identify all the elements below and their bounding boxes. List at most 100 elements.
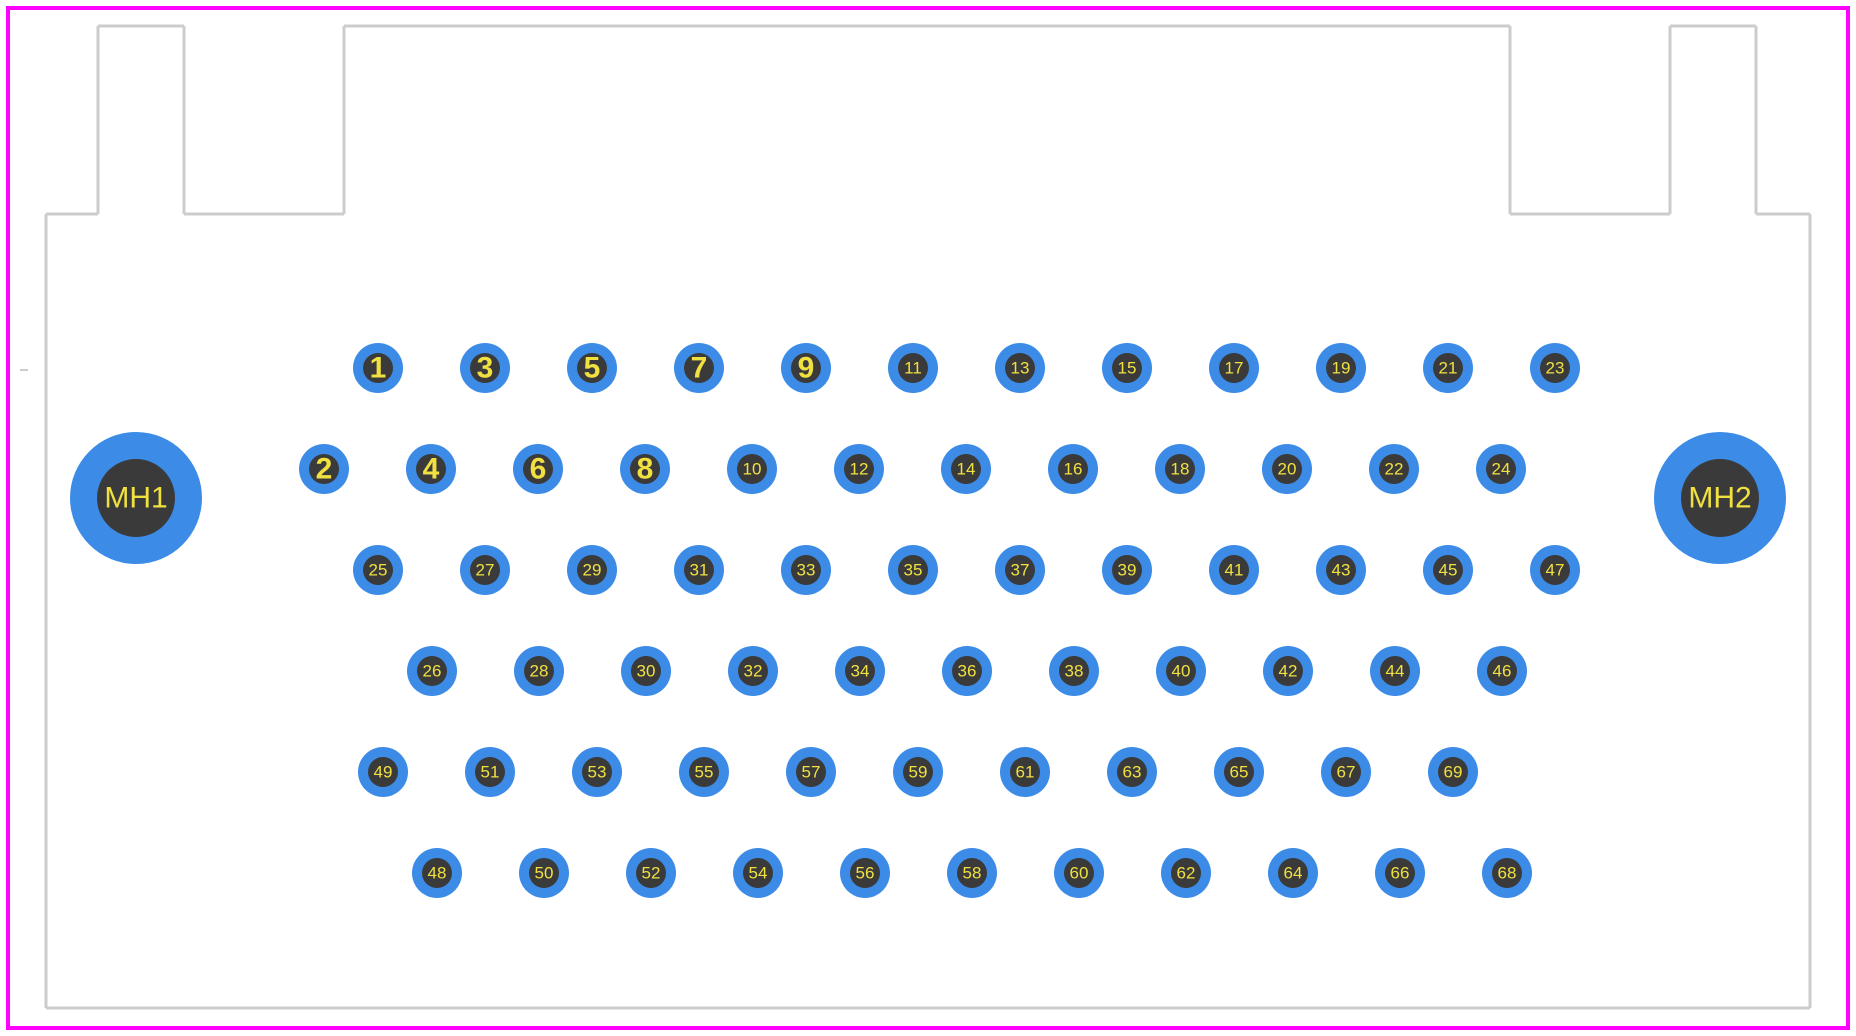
pin-46: 46	[1477, 646, 1527, 696]
pin-label: 19	[1332, 359, 1351, 378]
pin-label: 25	[369, 561, 388, 580]
pin-label: 23	[1546, 359, 1565, 378]
pin-41: 41	[1209, 545, 1259, 595]
pin-36: 36	[942, 646, 992, 696]
pin-57: 57	[786, 747, 836, 797]
pin-label: 20	[1278, 460, 1297, 479]
pin-38: 38	[1049, 646, 1099, 696]
pin-51: 51	[465, 747, 515, 797]
pin-24: 24	[1476, 444, 1526, 494]
pin-10: 10	[727, 444, 777, 494]
pin-label: 48	[428, 864, 447, 883]
pin-label: 55	[695, 763, 714, 782]
pin-label: 4	[423, 453, 440, 486]
pin-label: 68	[1498, 864, 1517, 883]
pin-30: 30	[621, 646, 671, 696]
pin-label: 61	[1016, 763, 1035, 782]
pin-61: 61	[1000, 747, 1050, 797]
pin-label: 18	[1171, 460, 1190, 479]
pin-label: 39	[1118, 561, 1137, 580]
pin-8: 8	[620, 444, 670, 494]
pin-label: 6	[530, 453, 547, 486]
pin-32: 32	[728, 646, 778, 696]
pin-label: 1	[370, 352, 387, 385]
pin-64: 64	[1268, 848, 1318, 898]
pin-58: 58	[947, 848, 997, 898]
pin-27: 27	[460, 545, 510, 595]
pin-67: 67	[1321, 747, 1371, 797]
pin-49: 49	[358, 747, 408, 797]
pin-label: 43	[1332, 561, 1351, 580]
pin-label: 24	[1492, 460, 1511, 479]
pin-label: 65	[1230, 763, 1249, 782]
pin-label: 50	[535, 864, 554, 883]
pin-label: 67	[1337, 763, 1356, 782]
pin-1: 1	[353, 343, 403, 393]
pin-label: 62	[1177, 864, 1196, 883]
pin-2: 2	[299, 444, 349, 494]
pin-4: 4	[406, 444, 456, 494]
pin-label: 52	[642, 864, 661, 883]
pin-26: 26	[407, 646, 457, 696]
pin-34: 34	[835, 646, 885, 696]
pin-6: 6	[513, 444, 563, 494]
hole-label: MH2	[1688, 482, 1751, 515]
pin-22: 22	[1369, 444, 1419, 494]
pin-11: 11	[888, 343, 938, 393]
pin-55: 55	[679, 747, 729, 797]
pin-label: 22	[1385, 460, 1404, 479]
pin-label: 26	[423, 662, 442, 681]
pin-label: 21	[1439, 359, 1458, 378]
pin-40: 40	[1156, 646, 1206, 696]
hole-label: MH1	[104, 482, 167, 515]
pin-label: 7	[691, 352, 708, 385]
pin-7: 7	[674, 343, 724, 393]
pin-63: 63	[1107, 747, 1157, 797]
pin-45: 45	[1423, 545, 1473, 595]
pin-53: 53	[572, 747, 622, 797]
pin-label: 9	[798, 352, 815, 385]
pin-5: 5	[567, 343, 617, 393]
pin-62: 62	[1161, 848, 1211, 898]
pin-label: 5	[584, 352, 601, 385]
pin-13: 13	[995, 343, 1045, 393]
pin-9: 9	[781, 343, 831, 393]
pin-label: 51	[481, 763, 500, 782]
pin-label: 42	[1279, 662, 1298, 681]
pin-label: 35	[904, 561, 923, 580]
pin-39: 39	[1102, 545, 1152, 595]
pin-35: 35	[888, 545, 938, 595]
pin-label: 64	[1284, 864, 1303, 883]
pin-50: 50	[519, 848, 569, 898]
pin-label: 40	[1172, 662, 1191, 681]
pin-label: 16	[1064, 460, 1083, 479]
pin-label: 46	[1493, 662, 1512, 681]
pin-21: 21	[1423, 343, 1473, 393]
pin-label: 17	[1225, 359, 1244, 378]
pin-label: 58	[963, 864, 982, 883]
pin-25: 25	[353, 545, 403, 595]
pin-label: 38	[1065, 662, 1084, 681]
pin-43: 43	[1316, 545, 1366, 595]
pin-48: 48	[412, 848, 462, 898]
pin-29: 29	[567, 545, 617, 595]
pin-label: 32	[744, 662, 763, 681]
pin-label: 29	[583, 561, 602, 580]
pin-label: 31	[690, 561, 709, 580]
pin-label: 8	[637, 453, 654, 486]
pin-label: 14	[957, 460, 976, 479]
pin-label: 36	[958, 662, 977, 681]
pin-label: 59	[909, 763, 928, 782]
pin-label: 3	[477, 352, 494, 385]
pin-label: 2	[316, 453, 333, 486]
pin-label: 63	[1123, 763, 1142, 782]
pin-14: 14	[941, 444, 991, 494]
pin-37: 37	[995, 545, 1045, 595]
pin-label: 60	[1070, 864, 1089, 883]
pin-label: 15	[1118, 359, 1137, 378]
pin-label: 10	[743, 460, 762, 479]
pin-label: 27	[476, 561, 495, 580]
pin-60: 60	[1054, 848, 1104, 898]
pin-label: 66	[1391, 864, 1410, 883]
pin-66: 66	[1375, 848, 1425, 898]
